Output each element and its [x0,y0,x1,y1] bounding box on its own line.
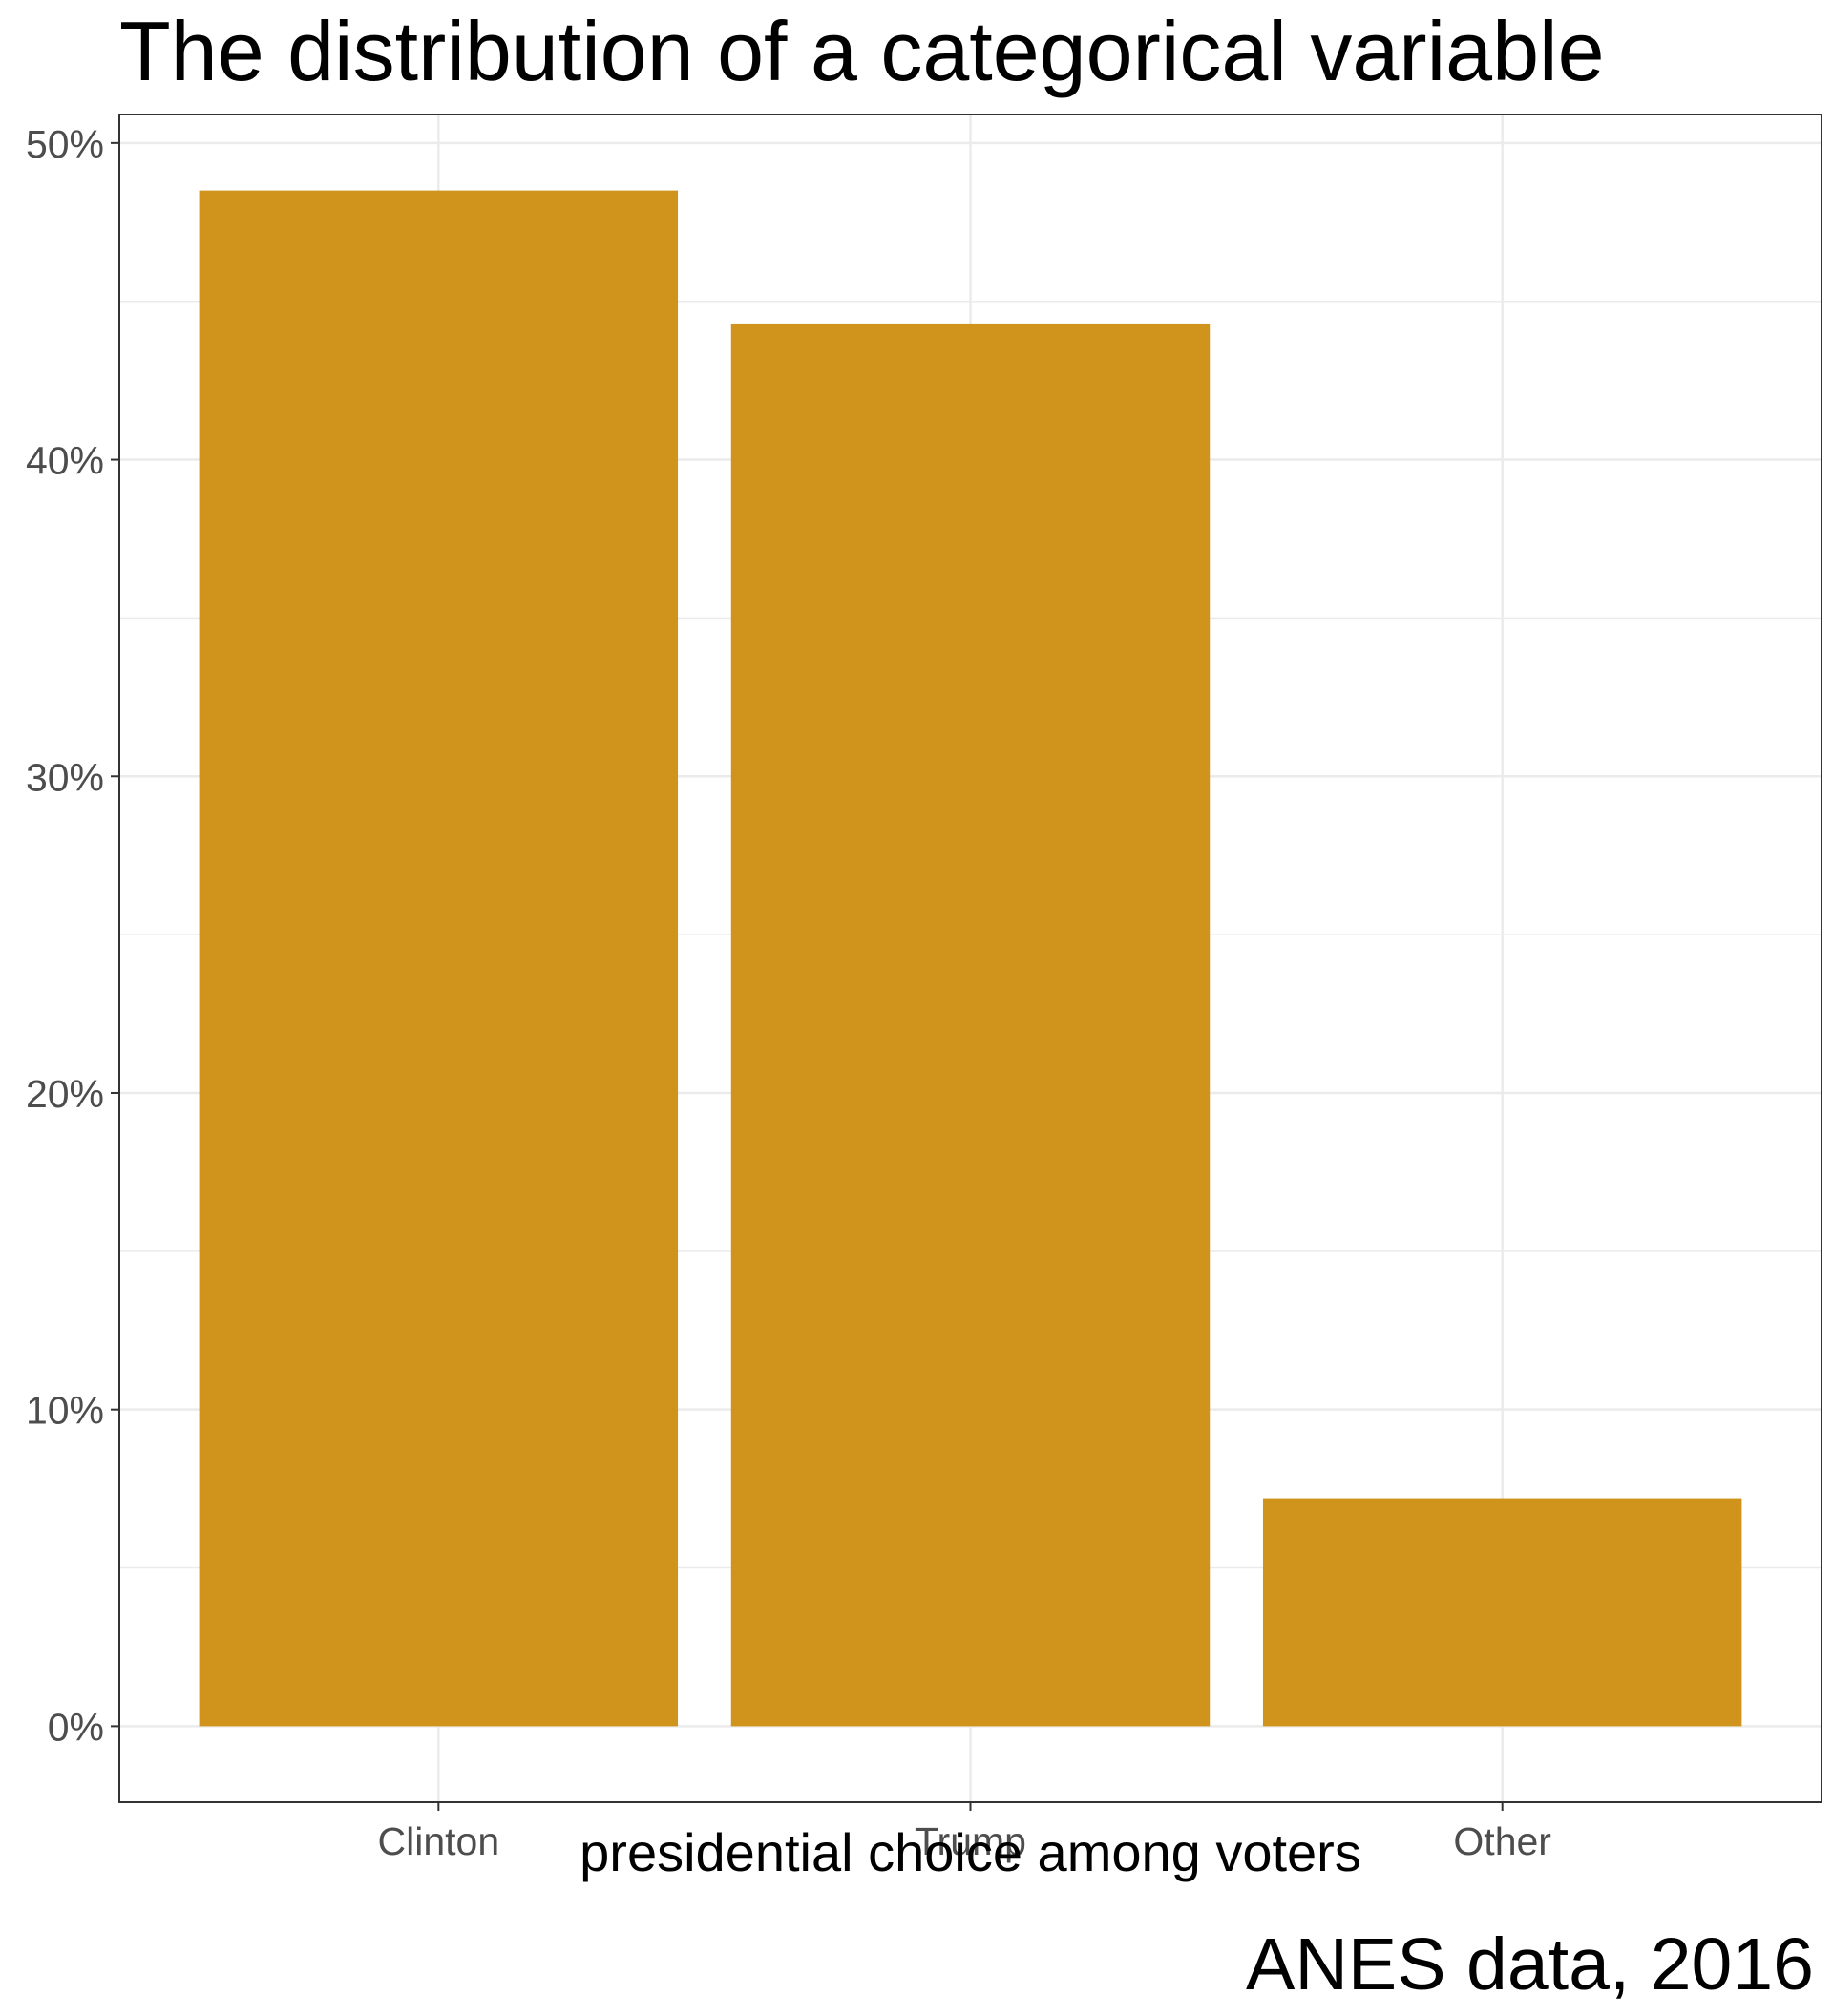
x-tick-label: Trump [915,1819,1026,1863]
bar-trump [730,323,1211,1727]
bar-clinton [199,190,679,1727]
x-axis-title: presidential choice among voters [579,1822,1361,1882]
chart-title: The distribution of a categorical variab… [119,4,1605,98]
caption: ANES data, 2016 [1246,1923,1814,2006]
x-tick-label: Other [1453,1819,1551,1863]
x-axis: Clinton Trump Other [378,1802,1551,1863]
y-tick-label: 20% [26,1072,104,1116]
y-tick-label: 10% [26,1389,104,1433]
y-tick-label: 0% [48,1705,104,1749]
bar-other [1262,1498,1742,1727]
x-tick-label: Clinton [378,1819,500,1863]
bar-layer [199,190,1742,1727]
y-tick-label: 30% [26,755,104,799]
y-axis: 0% 10% 20% 30% 40% 50% [26,122,119,1749]
y-tick-label: 40% [26,439,104,483]
y-tick-label: 50% [26,122,104,166]
